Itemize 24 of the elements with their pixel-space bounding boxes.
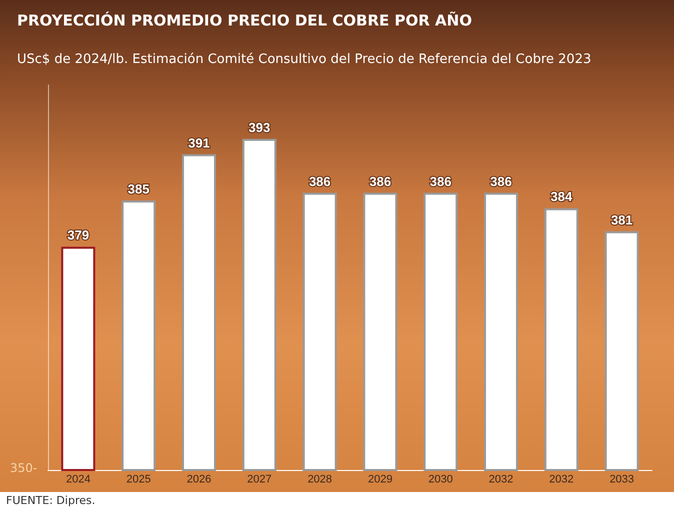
data-label: 386 xyxy=(430,174,452,189)
x-tick-label: 2029 xyxy=(368,474,392,486)
x-tick-label: 2026 xyxy=(186,474,212,486)
data-label: 391 xyxy=(188,135,210,150)
x-tick-label: 2032 xyxy=(549,474,574,486)
data-label: 384 xyxy=(550,189,574,204)
x-tick-label: 2030 xyxy=(428,474,453,486)
chart-subtitle: USc$ de 2024/lb. Estimación Comité Consultivo del Precio de Referencia del Cobre 2023 xyxy=(17,52,592,67)
x-tick-label: 2025 xyxy=(126,474,151,486)
data-label: 386 xyxy=(308,174,331,189)
data-label: 393 xyxy=(248,120,270,135)
data-label: 385 xyxy=(128,182,150,196)
x-tick-label: 2032 xyxy=(488,474,514,486)
data-label: 381 xyxy=(610,212,633,228)
x-tick-label: 2027 xyxy=(247,474,272,486)
data-label: 386 xyxy=(369,174,392,189)
source-note: FUENTE: Dipres. xyxy=(6,494,96,507)
x-tick-label: 2028 xyxy=(308,474,332,486)
data-label: 386 xyxy=(490,174,512,189)
x-tick-label: 2033 xyxy=(610,474,634,486)
chart-title: PROYECCIÓN PROMEDIO PRECIO DEL COBRE POR AÑO xyxy=(17,12,472,30)
text: 350- xyxy=(10,461,38,475)
x-tick-label: 2024 xyxy=(66,474,90,486)
data-label: 379 xyxy=(67,228,90,243)
